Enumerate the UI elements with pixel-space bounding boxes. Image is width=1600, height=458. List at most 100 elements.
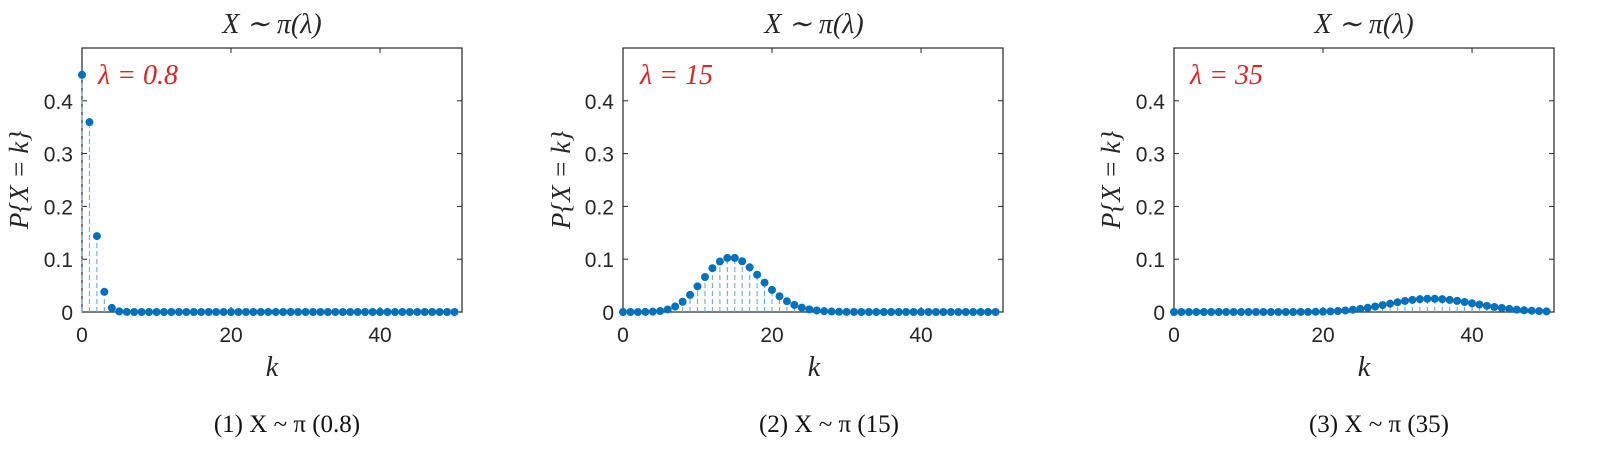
data-point	[219, 308, 228, 316]
y-axis-label: P{X = k}	[4, 131, 34, 230]
data-point	[1311, 307, 1320, 316]
data-point	[398, 308, 407, 316]
y-tick-label: 0.4	[1136, 91, 1166, 114]
x-tick-label: 40	[368, 324, 391, 347]
chart-panel-2: X ∼ π(λ) λ = 15 P{X = k} k (2) X ~ π (15…	[546, 9, 1004, 438]
data-point	[931, 308, 940, 316]
data-point	[107, 303, 116, 312]
data-point	[286, 308, 295, 316]
data-point	[92, 232, 101, 241]
data-point	[308, 308, 317, 316]
data-point	[946, 308, 955, 316]
x-tick-label: 40	[909, 324, 932, 347]
data-point	[1170, 308, 1178, 316]
data-point	[812, 306, 821, 315]
x-tick-label: 0	[1168, 324, 1180, 347]
data-point	[1281, 308, 1290, 316]
data-point	[1229, 308, 1238, 316]
chart-title: X ∼ π(λ)	[763, 9, 863, 40]
data-point	[633, 308, 642, 316]
data-point	[700, 272, 709, 281]
data-point	[1460, 298, 1469, 307]
data-point	[1296, 307, 1305, 316]
y-tick-label: 0.4	[585, 91, 615, 114]
data-point	[626, 308, 635, 316]
data-point	[443, 308, 452, 316]
data-point	[917, 308, 926, 316]
data-point	[894, 308, 903, 316]
data-point	[1400, 296, 1409, 305]
data-point	[857, 308, 866, 316]
data-point	[428, 308, 437, 316]
chart-title: X ∼ π(λ)	[1313, 9, 1413, 40]
x-axis-label: k	[808, 352, 821, 383]
plot-area	[622, 47, 1004, 313]
data-point	[1237, 308, 1246, 316]
data-point	[760, 278, 769, 287]
data-point	[849, 307, 858, 316]
data-point	[137, 308, 146, 316]
y-tick-label: 0.2	[585, 196, 614, 219]
data-point	[1505, 304, 1514, 313]
data-point	[969, 308, 978, 316]
data-point	[1348, 305, 1357, 314]
data-point	[708, 264, 717, 273]
data-point	[346, 308, 355, 316]
data-point	[294, 308, 303, 316]
data-point	[976, 308, 985, 316]
data-point	[1378, 301, 1387, 310]
x-tick-label: 0	[617, 324, 629, 347]
data-point	[641, 307, 650, 316]
data-point	[715, 257, 724, 266]
data-point	[338, 308, 347, 316]
data-point	[152, 308, 161, 316]
y-tick-label: 0.3	[1136, 144, 1165, 167]
y-tick-label: 0.1	[44, 249, 73, 272]
data-point	[1527, 306, 1536, 315]
y-tick-label: 0	[61, 302, 73, 325]
data-point	[797, 303, 806, 312]
data-point	[1251, 308, 1260, 316]
data-point	[1415, 295, 1424, 304]
data-point	[693, 282, 702, 291]
data-point	[1244, 308, 1253, 316]
lambda-annotation: λ = 0.8	[97, 60, 178, 91]
x-tick-label: 20	[1311, 324, 1334, 347]
y-tick-label: 0.1	[585, 249, 614, 272]
data-point	[435, 308, 444, 316]
data-point	[331, 308, 340, 316]
data-point	[122, 307, 131, 316]
data-point	[1326, 307, 1335, 316]
x-tick-label: 20	[760, 324, 783, 347]
data-point	[768, 285, 777, 294]
data-point	[1438, 295, 1447, 304]
data-point	[1512, 305, 1521, 314]
data-point	[1304, 307, 1313, 316]
data-point	[1199, 308, 1208, 316]
data-point	[753, 270, 762, 279]
chart-panel-3: X ∼ π(λ) λ = 35 P{X = k} k (3) X ~ π (35…	[1096, 9, 1555, 438]
data-point	[256, 308, 265, 316]
data-point	[656, 306, 665, 315]
data-point	[1289, 308, 1298, 316]
data-point	[872, 308, 881, 316]
data-point	[1423, 294, 1432, 303]
data-point	[241, 308, 250, 316]
data-point	[115, 307, 124, 316]
data-point	[864, 308, 873, 316]
data-point	[1408, 295, 1417, 304]
data-point	[1482, 301, 1491, 310]
data-point	[368, 308, 377, 316]
data-point	[78, 70, 86, 79]
data-point	[1497, 303, 1506, 312]
data-point	[167, 308, 176, 316]
x-axis-label: k	[1358, 352, 1371, 383]
data-point	[145, 308, 154, 316]
data-point	[1475, 300, 1484, 309]
data-point	[879, 308, 888, 316]
data-point	[1192, 308, 1201, 316]
lambda-annotation: λ = 15	[639, 60, 713, 91]
x-axis-label: k	[266, 352, 279, 383]
data-point	[361, 308, 370, 316]
